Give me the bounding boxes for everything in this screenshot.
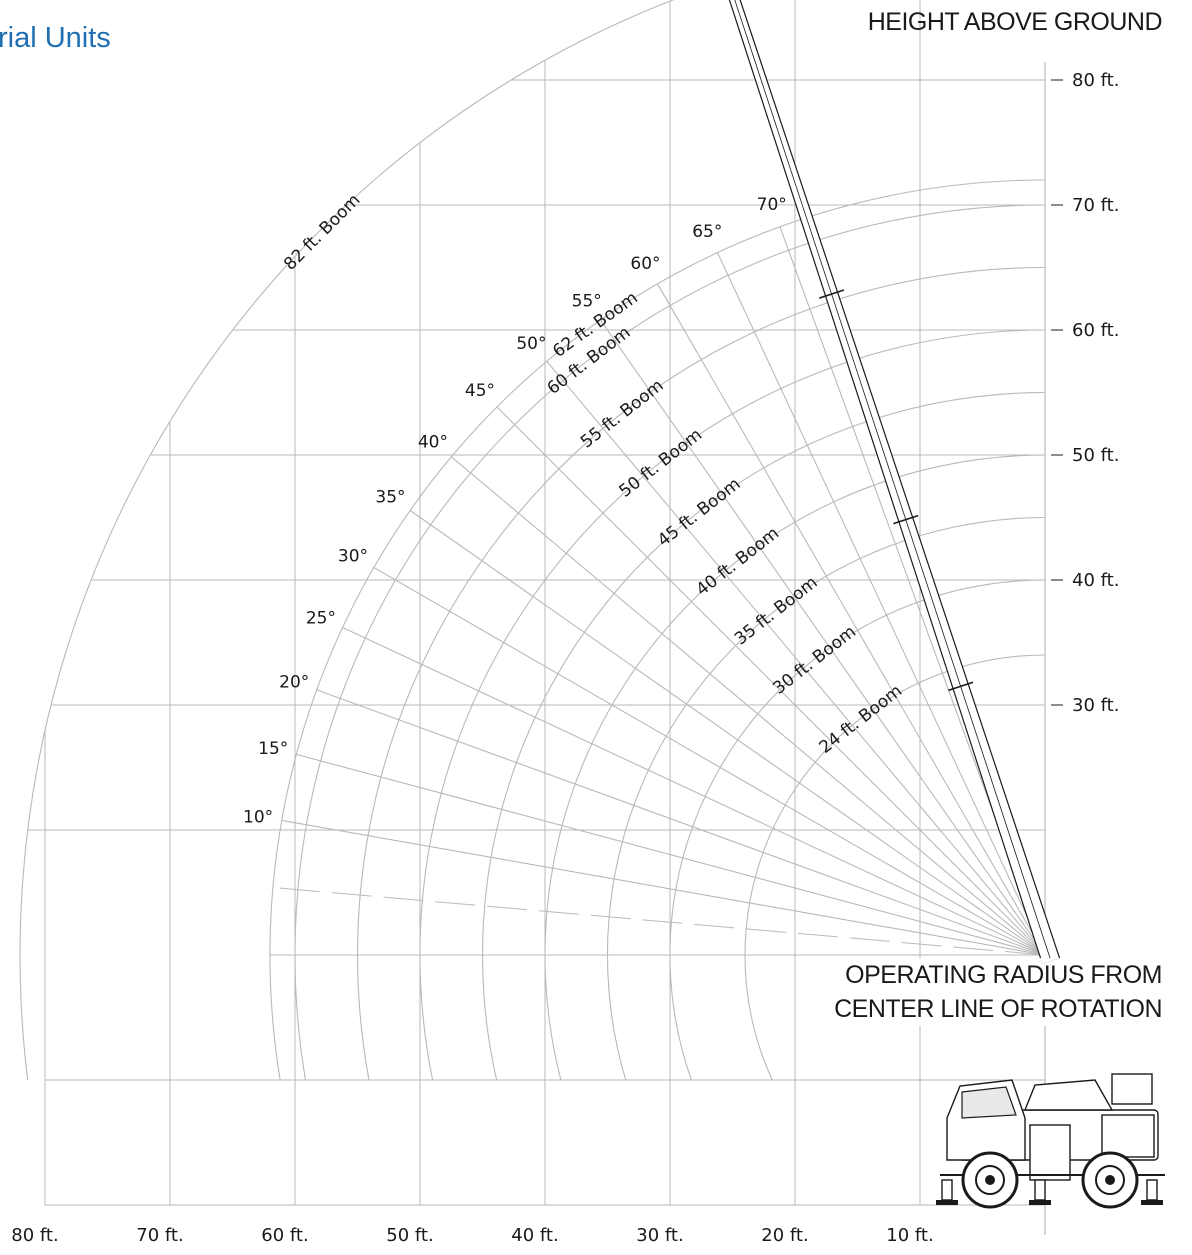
angle-label: 70° [757,195,787,215]
radius-axis-title: OPERATING RADIUS FROM CENTER LINE OF ROT… [834,958,1162,1026]
boom-angle-rays [270,226,1046,956]
radius-tick-label: 40 ft. [511,1225,558,1246]
outrigger-leg [941,1179,953,1201]
outrigger-leg [1034,1179,1046,1201]
wheel-center [1105,1175,1115,1185]
angle-ray [373,567,1046,956]
boom-arc [19,0,675,1081]
angle-ray [281,819,1046,956]
grid-lines [20,0,1046,1235]
boom-arc [544,454,1046,1081]
boom-arc [294,204,1046,1081]
boom-arc [356,266,1046,1081]
angle-ray [296,753,1046,956]
boom-length-label: 35 ft. Boom [731,573,822,650]
outrigger-pad [1141,1200,1163,1205]
angle-ray [316,689,1046,956]
angle-label: 30° [338,547,368,567]
radius-tick-label: 30 ft. [636,1225,683,1246]
angle-ray [546,360,1046,956]
angle-ray [496,406,1046,956]
cab-window [961,1086,1017,1119]
radius-axis-title-line1: OPERATING RADIUS FROM [845,961,1162,989]
boom-section-joint [893,514,919,525]
angle-label: 25° [306,608,336,628]
boom-length-label: 30 ft. Boom [769,622,860,699]
boom-arc [419,329,1046,1081]
wheel-center [985,1175,995,1185]
angle-ray [717,252,1046,956]
boom-centerline [734,0,1052,962]
angle-label: 45° [465,381,495,401]
turret-housing [1023,1079,1114,1111]
height-tick-label: 30 ft. [1072,695,1119,716]
angle-ray [450,456,1046,956]
boom-body [728,0,1061,965]
angle-label: 10° [243,807,273,827]
radius-tick-label: 50 ft. [386,1225,433,1246]
radius-tick-label: 20 ft. [761,1225,808,1246]
angle-label: 40° [418,432,448,452]
outrigger-leg [1146,1179,1158,1201]
chart-labels: 10° 15° 20° 25° 30° 35° 40° 45° 50° 55° 60° 65° 70° 2… [11,70,1119,1246]
outrigger-pad [936,1200,958,1205]
boom-arc [606,516,1046,1081]
units-heading: rial Units [0,22,111,54]
boom-length-label: 45 ft. Boom [654,474,745,551]
height-tick-label: 50 ft. [1072,445,1119,466]
counterweight [1111,1073,1153,1105]
angle-label: 20° [279,673,309,693]
angle-label: 60° [630,254,660,274]
boom-length-label: 82 ft. Boom [280,190,364,274]
angle-ray [657,283,1046,956]
radius-tick-label: 70 ft. [136,1225,183,1246]
height-tick-label: 60 ft. [1072,320,1119,341]
boom-length-label: 50 ft. Boom [616,425,707,502]
angle-label: 55° [572,292,602,312]
boom-section-joint [818,289,845,299]
boom-section-joint [948,681,974,692]
crane-truck-illustration [936,1073,1165,1209]
angle-label: 50° [516,334,546,354]
axis-ticks [1051,79,1063,706]
height-tick-label: 70 ft. [1072,195,1119,216]
radius-tick-label: 80 ft. [11,1225,58,1246]
boom-arc [482,391,1046,1081]
angle-label: 65° [692,222,722,242]
angle-ray [600,319,1046,956]
outrigger-pad [1029,1200,1051,1205]
boom-length-arcs [19,0,1046,1081]
radius-axis-title-line2: CENTER LINE OF ROTATION [834,995,1162,1023]
outrigger-housing [1029,1124,1071,1181]
angle-label: 15° [258,739,288,759]
radius-tick-label: 60 ft. [261,1225,308,1246]
angle-ray-minor [272,887,1046,956]
height-tick-label: 80 ft. [1072,70,1119,91]
grid-clipped [20,0,1045,1080]
radius-tick-label: 10 ft. [886,1225,933,1246]
angle-ray [409,510,1046,956]
angle-ray [342,627,1046,956]
boom-arc [269,179,1046,1081]
utility-box [1101,1114,1155,1158]
height-tick-label: 40 ft. [1072,570,1119,591]
height-axis-title: HEIGHT ABOVE GROUND [867,8,1163,36]
angle-label: 35° [375,488,405,508]
